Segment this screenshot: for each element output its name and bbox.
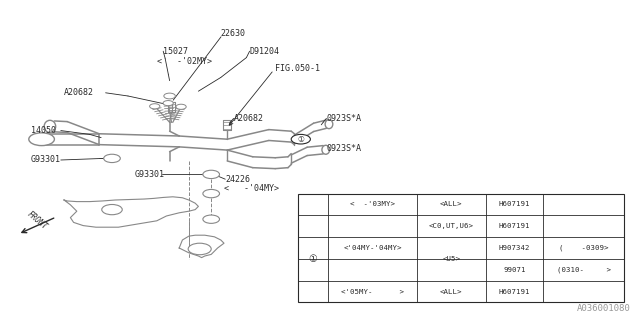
Text: <ALL>: <ALL> <box>440 289 463 294</box>
Ellipse shape <box>325 120 333 129</box>
Text: 24226: 24226 <box>225 175 250 184</box>
Text: G93301: G93301 <box>134 170 164 179</box>
Text: FRONT: FRONT <box>26 210 49 232</box>
Text: 0923S*A: 0923S*A <box>326 144 362 153</box>
Text: ①: ① <box>298 135 304 144</box>
Text: H607191: H607191 <box>499 202 531 207</box>
Circle shape <box>188 243 211 255</box>
Text: H607191: H607191 <box>499 223 531 229</box>
Bar <box>298 194 624 302</box>
Text: ①: ① <box>308 254 317 264</box>
Text: <   -'02MY>: < -'02MY> <box>157 57 212 66</box>
Text: 22630: 22630 <box>221 29 246 38</box>
Circle shape <box>291 134 310 144</box>
Text: D91204: D91204 <box>250 47 280 56</box>
Text: <   -'04MY>: < -'04MY> <box>224 184 279 193</box>
Ellipse shape <box>44 120 56 132</box>
Text: (    -0309>: ( -0309> <box>559 245 609 251</box>
Circle shape <box>176 104 186 109</box>
Text: 14050: 14050 <box>31 126 56 135</box>
Text: FIG.050-1: FIG.050-1 <box>275 64 320 73</box>
Circle shape <box>104 154 120 163</box>
Circle shape <box>163 100 173 106</box>
Circle shape <box>150 104 160 109</box>
Text: <  -'03MY>: < -'03MY> <box>350 202 395 207</box>
Ellipse shape <box>322 145 330 154</box>
Circle shape <box>203 215 220 223</box>
Text: A036001080: A036001080 <box>577 304 630 313</box>
Circle shape <box>203 189 220 198</box>
Text: 99071: 99071 <box>503 267 526 273</box>
Text: H607191: H607191 <box>499 289 531 294</box>
Circle shape <box>29 133 54 146</box>
Text: A20682: A20682 <box>64 88 94 97</box>
Circle shape <box>102 204 122 215</box>
Text: 0923S*A: 0923S*A <box>326 114 362 123</box>
Text: (0310-     >: (0310- > <box>557 267 611 273</box>
Text: 15027: 15027 <box>163 47 188 56</box>
Text: <'05MY-      >: <'05MY- > <box>341 289 404 294</box>
Text: <ALL>: <ALL> <box>440 202 463 207</box>
Text: G93301: G93301 <box>31 156 61 164</box>
Circle shape <box>203 170 220 179</box>
Text: <'04MY-'04MY>: <'04MY-'04MY> <box>343 245 402 251</box>
Text: <U5>: <U5> <box>442 256 460 262</box>
Text: A20682: A20682 <box>234 114 264 123</box>
Text: H907342: H907342 <box>499 245 531 251</box>
Circle shape <box>164 93 175 99</box>
Text: <C0,UT,U6>: <C0,UT,U6> <box>429 223 474 229</box>
